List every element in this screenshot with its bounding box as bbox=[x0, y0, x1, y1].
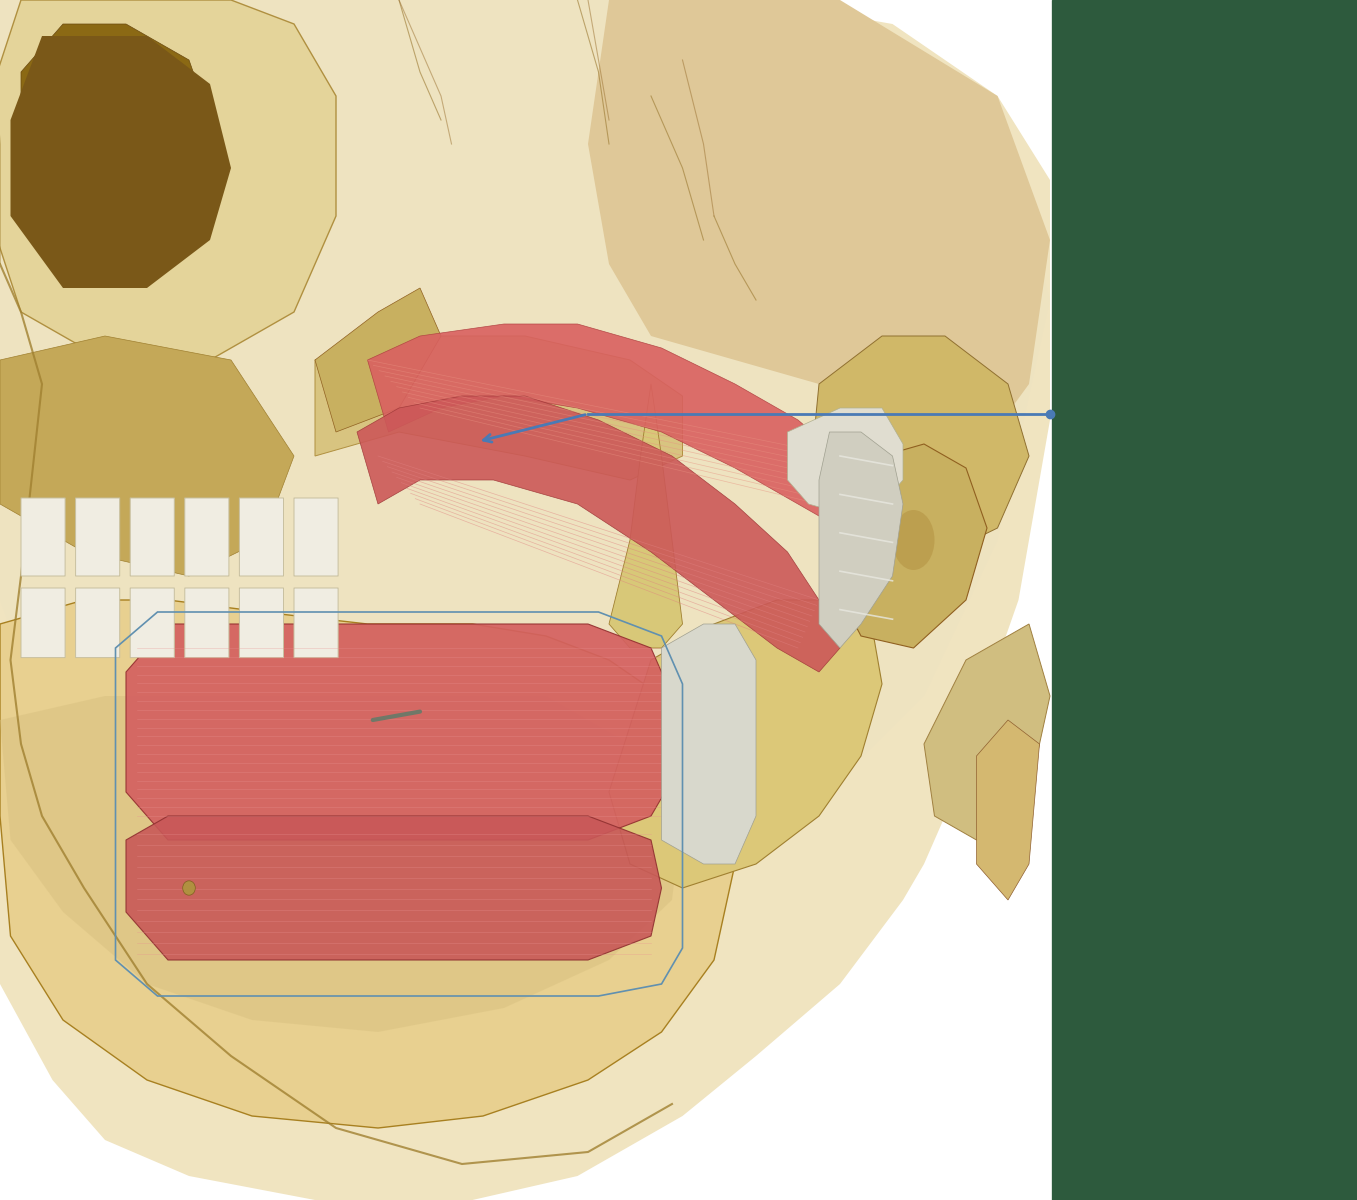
FancyBboxPatch shape bbox=[76, 498, 119, 576]
Polygon shape bbox=[20, 24, 210, 240]
Polygon shape bbox=[0, 0, 1050, 1200]
Polygon shape bbox=[126, 624, 672, 840]
Polygon shape bbox=[820, 432, 902, 648]
FancyBboxPatch shape bbox=[20, 588, 65, 658]
Polygon shape bbox=[809, 336, 1029, 564]
FancyBboxPatch shape bbox=[239, 498, 284, 576]
Polygon shape bbox=[315, 336, 683, 480]
Polygon shape bbox=[977, 720, 1039, 900]
Polygon shape bbox=[126, 816, 661, 960]
Ellipse shape bbox=[183, 881, 195, 895]
Polygon shape bbox=[924, 624, 1050, 840]
Polygon shape bbox=[0, 696, 683, 1032]
FancyBboxPatch shape bbox=[130, 588, 174, 658]
Bar bbox=[1053, 0, 1357, 1200]
Polygon shape bbox=[609, 384, 683, 648]
Polygon shape bbox=[357, 396, 840, 672]
Polygon shape bbox=[829, 444, 987, 648]
Polygon shape bbox=[315, 288, 441, 432]
Polygon shape bbox=[0, 336, 294, 576]
Polygon shape bbox=[787, 408, 902, 516]
Polygon shape bbox=[0, 600, 735, 1128]
FancyBboxPatch shape bbox=[294, 498, 338, 576]
FancyBboxPatch shape bbox=[185, 588, 229, 658]
Polygon shape bbox=[0, 0, 337, 360]
FancyBboxPatch shape bbox=[294, 588, 338, 658]
FancyBboxPatch shape bbox=[76, 588, 119, 658]
Polygon shape bbox=[368, 324, 860, 528]
FancyBboxPatch shape bbox=[130, 498, 174, 576]
FancyBboxPatch shape bbox=[185, 498, 229, 576]
Polygon shape bbox=[661, 624, 756, 864]
Polygon shape bbox=[11, 36, 231, 288]
Ellipse shape bbox=[893, 510, 935, 570]
Polygon shape bbox=[609, 600, 882, 888]
FancyBboxPatch shape bbox=[239, 588, 284, 658]
Bar bbox=[0, 0, 1050, 1200]
Polygon shape bbox=[0, 0, 1050, 864]
Polygon shape bbox=[588, 0, 1050, 456]
FancyBboxPatch shape bbox=[20, 498, 65, 576]
